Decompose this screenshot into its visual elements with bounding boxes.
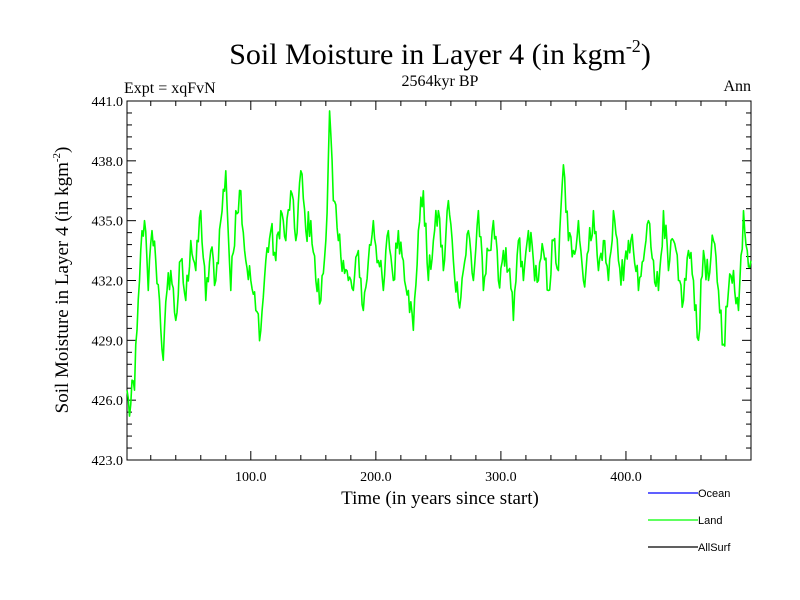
chart-title-close: )	[641, 38, 651, 71]
series-layer	[126, 110, 752, 417]
x-tick-label: 100.0	[235, 470, 267, 485]
series-line-land	[126, 110, 752, 417]
y-tick-label: 429.0	[92, 334, 124, 349]
legend-label-land: Land	[698, 515, 722, 527]
y-axis-label-main: Soil Moisture in Layer 4 (in kgm	[52, 162, 73, 413]
axis-ticks: 423.0 426.0 429.0 432.0 435.0 438.0 441.0 100.0…	[92, 95, 751, 485]
y-tick-label: 423.0	[92, 454, 124, 469]
y-tick-label: 432.0	[92, 275, 124, 290]
chart-title: Soil Moisture in Layer 4 (in kgm-2)	[229, 36, 651, 71]
y-axis-label-sup: -2	[51, 153, 63, 162]
chart-title-main: Soil Moisture in Layer 4 (in kgm	[229, 38, 626, 71]
legend-label-ocean: Ocean	[698, 488, 730, 500]
x-axis-label: Time (in years since start)	[341, 488, 539, 509]
x-tick-label: 400.0	[610, 470, 642, 485]
y-tick-label: 426.0	[92, 394, 124, 409]
experiment-label: Expt = xqFvN	[124, 80, 216, 97]
x-tick-label: 200.0	[360, 470, 392, 485]
y-tick-label: 438.0	[92, 155, 124, 170]
season-label: Ann	[723, 78, 751, 95]
y-axis-label-close: )	[52, 147, 73, 153]
legend-label-allsurf: AllSurf	[698, 542, 731, 554]
legend: Ocean Land AllSurf	[648, 488, 731, 554]
chart-subtitle: 2564kyr BP	[402, 73, 479, 90]
x-tick-label: 300.0	[485, 470, 517, 485]
chart-title-sup: -2	[626, 36, 641, 56]
y-axis-label: Soil Moisture in Layer 4 (in kgm-2)	[51, 147, 73, 414]
y-tick-label: 435.0	[92, 215, 124, 230]
y-tick-label: 441.0	[92, 95, 124, 110]
